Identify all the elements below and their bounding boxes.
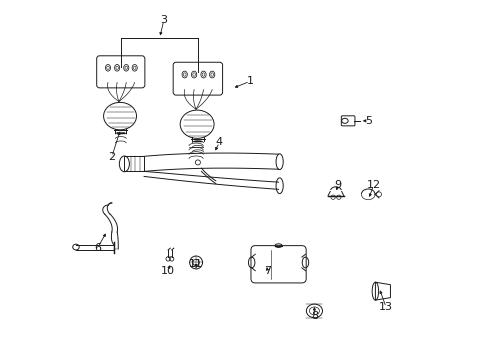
Text: 10: 10 [160,266,174,276]
Text: 13: 13 [378,302,392,312]
Text: 1: 1 [246,76,253,86]
Text: 6: 6 [94,243,101,253]
Text: 8: 8 [310,311,317,321]
Text: 7: 7 [264,266,271,276]
Text: 11: 11 [189,259,203,269]
Text: 5: 5 [364,116,371,126]
Text: 2: 2 [108,152,115,162]
Text: 12: 12 [366,180,380,190]
Bar [124,156,144,171]
Text: 4: 4 [215,138,223,147]
Text: 9: 9 [333,180,341,190]
Text: 3: 3 [160,15,167,26]
